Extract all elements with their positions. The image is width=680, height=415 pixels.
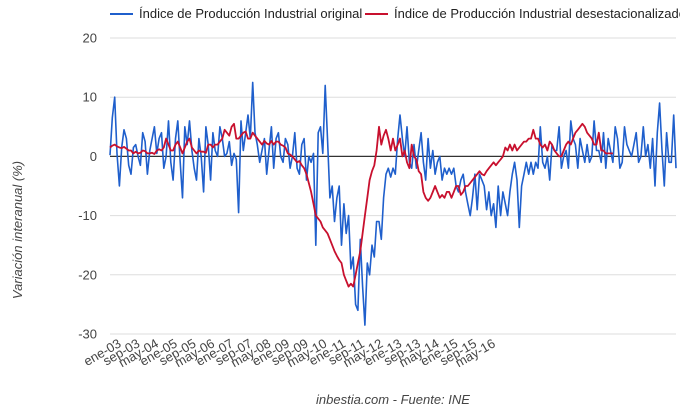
y-tick-label: 0 <box>90 149 97 164</box>
series-line-deseasonalized <box>109 122 613 288</box>
x-tick-label: may-16 <box>453 336 498 371</box>
series-lines <box>109 81 677 326</box>
source-note: inbestia.com - Fuente: INE <box>316 392 470 407</box>
y-axis-label: Variación interanual (%) <box>10 161 25 299</box>
y-tick-label: 10 <box>83 90 97 105</box>
gridlines <box>110 37 676 335</box>
x-tick-labels: ene-03sep-03may-04ene-05sep-05may-06ene-… <box>81 336 498 371</box>
legend-label-original: Índice de Producción Industrial original <box>139 6 362 21</box>
y-tick-label: -10 <box>78 208 97 223</box>
series-line-original <box>109 81 677 326</box>
legend: Índice de Producción Industrial original… <box>110 6 680 21</box>
y-tick-label: -20 <box>78 267 97 282</box>
y-tick-label: -30 <box>78 327 97 342</box>
y-tick-label: 20 <box>83 31 97 46</box>
legend-label-deseasonalized: Índice de Producción Industrial desestac… <box>394 6 680 21</box>
y-tick-labels: 20 10 0 -10 -20 -30 <box>78 31 97 342</box>
